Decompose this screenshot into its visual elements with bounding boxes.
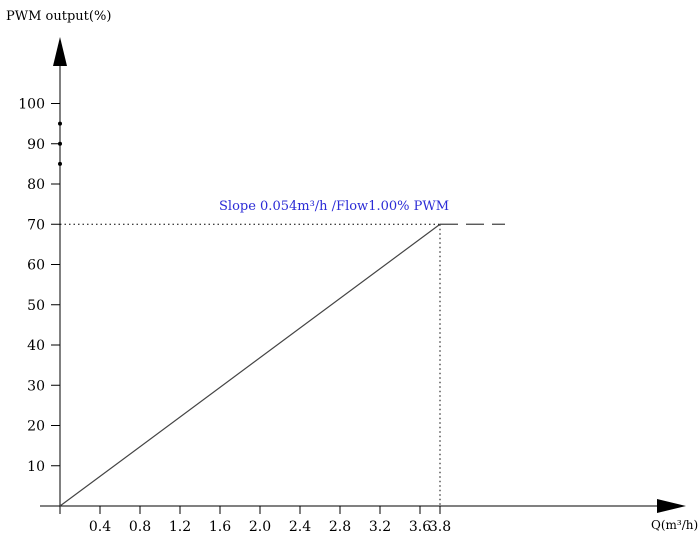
y-tick-label-40: 40 xyxy=(27,338,45,354)
y-tick-label-90: 90 xyxy=(27,137,45,153)
y-tick-label-70: 70 xyxy=(27,217,45,233)
x-tick-label-3-6: 3.6 xyxy=(409,519,431,535)
x-axis-arrow xyxy=(657,499,686,513)
slope-annotation: Slope 0.054m³/h /Flow1.00% PWM xyxy=(219,199,449,214)
x-tick-label-1-6: 1.6 xyxy=(209,519,231,535)
y-tick-label-10: 10 xyxy=(27,459,45,475)
x-tick-label-0-4: 0.4 xyxy=(89,519,111,535)
x-tick-label-1-2: 1.2 xyxy=(169,519,191,535)
y-tick-label-80: 80 xyxy=(27,177,45,193)
x-axis-title: Q(m³/h) xyxy=(651,518,698,532)
y-axis-marker-dots xyxy=(58,121,62,166)
x-ticks: 0.4 0.8 1.2 1.6 2.0 2.4 2.8 3.2 3.63.8 xyxy=(59,506,451,535)
x-tick-label-2-4: 2.4 xyxy=(289,519,311,535)
y-tick-label-60: 60 xyxy=(27,258,45,274)
y-tick-label-20: 20 xyxy=(27,419,45,435)
x-tick-label-3-8: 3.8 xyxy=(429,519,451,535)
y-tick-label-30: 30 xyxy=(27,378,45,394)
pwm-ramp-line xyxy=(59,223,441,507)
y-ticks: 10 20 30 40 50 60 70 80 90 100 xyxy=(18,97,60,475)
y-axis-title: PWM output(%) xyxy=(6,9,111,24)
y-tick-label-50: 50 xyxy=(27,298,45,314)
series-group xyxy=(59,223,505,507)
reference-guides xyxy=(60,223,441,506)
x-axis xyxy=(40,499,686,513)
y-tick-label-100: 100 xyxy=(18,97,45,113)
y-marker-dot-95 xyxy=(58,121,62,126)
x-tick-label-2-0: 2.0 xyxy=(249,519,271,535)
x-tick-label-3-2: 3.2 xyxy=(369,519,391,535)
x-tick-label-2-8: 2.8 xyxy=(329,519,351,535)
y-marker-dot-85 xyxy=(58,161,62,166)
y-axis-arrow xyxy=(53,37,67,66)
y-axis xyxy=(53,37,67,506)
y-marker-dot-90 xyxy=(58,141,62,146)
x-tick-label-0-8: 0.8 xyxy=(129,519,151,535)
